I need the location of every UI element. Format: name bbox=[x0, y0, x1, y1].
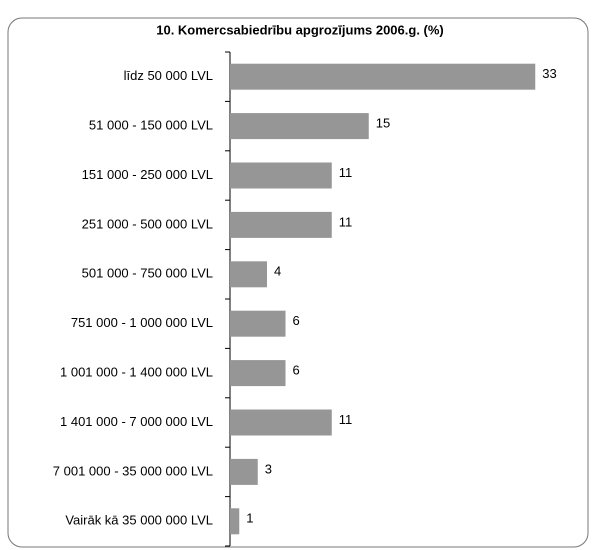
category-label: 7 001 000 - 35 000 000 LVL bbox=[53, 463, 213, 478]
bar bbox=[230, 113, 369, 140]
category-label: 251 000 - 500 000 LVL bbox=[82, 216, 213, 231]
bar bbox=[230, 211, 332, 238]
chart-title: 10. Komercsabiedrību apgrozījums 2006.g.… bbox=[156, 22, 444, 37]
category-label: 1 401 000 - 7 000 000 LVL bbox=[60, 414, 213, 429]
category-label: 1 001 000 - 1 400 000 LVL bbox=[60, 365, 213, 380]
category-label: 501 000 - 750 000 LVL bbox=[82, 266, 213, 281]
value-label: 11 bbox=[339, 165, 353, 180]
value-label: 3 bbox=[265, 461, 272, 476]
category-label: Vairāk kā 35 000 000 LVL bbox=[65, 513, 213, 528]
bar bbox=[230, 261, 267, 288]
bar bbox=[230, 63, 536, 90]
value-label: 33 bbox=[542, 66, 556, 81]
value-label: 11 bbox=[339, 412, 353, 427]
chart-frame bbox=[7, 17, 589, 548]
bar bbox=[230, 162, 332, 189]
category-label: 151 000 - 250 000 LVL bbox=[82, 167, 213, 182]
bar bbox=[230, 409, 332, 436]
bar bbox=[230, 508, 240, 535]
value-label: 11 bbox=[339, 214, 353, 229]
category-label: līdz 50 000 LVL bbox=[124, 68, 213, 83]
bar bbox=[230, 310, 286, 337]
value-label: 6 bbox=[293, 313, 300, 328]
bar bbox=[230, 360, 286, 387]
category-label: 51 000 - 150 000 LVL bbox=[89, 118, 213, 133]
value-label: 1 bbox=[246, 511, 253, 526]
value-label: 15 bbox=[376, 116, 390, 131]
category-label: 751 000 - 1 000 000 LVL bbox=[71, 315, 213, 330]
bar bbox=[230, 458, 258, 485]
value-label: 4 bbox=[274, 264, 281, 279]
value-label: 6 bbox=[293, 363, 300, 378]
